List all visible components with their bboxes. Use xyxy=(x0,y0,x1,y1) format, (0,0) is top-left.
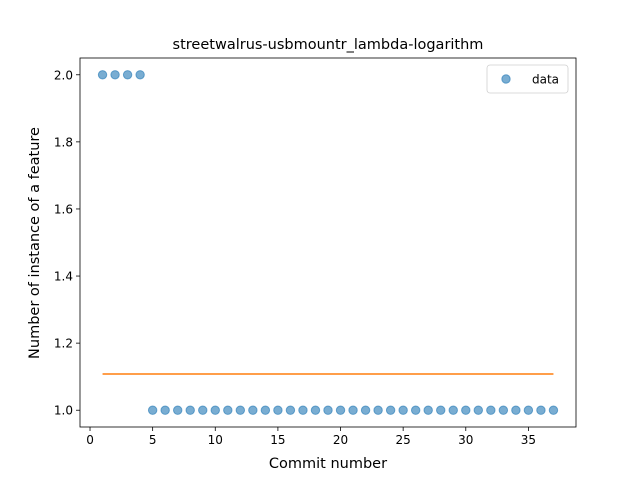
y-tick-label: 1.4 xyxy=(54,270,73,284)
data-point xyxy=(97,70,108,80)
data-point xyxy=(461,405,471,415)
y-tick-label: 1.6 xyxy=(54,202,73,216)
data-point xyxy=(398,405,408,415)
x-tick-label: 0 xyxy=(86,433,94,447)
chart-title: streetwalrus-usbmountr_lambda-logarithm xyxy=(173,37,484,53)
x-tick-label: 20 xyxy=(333,433,348,447)
data-point xyxy=(385,405,396,415)
legend: data xyxy=(486,64,569,94)
x-tick-label: 15 xyxy=(270,433,285,447)
data-point xyxy=(511,405,521,415)
data-point xyxy=(135,70,145,80)
data-point xyxy=(373,405,383,415)
data-point xyxy=(335,405,346,415)
y-axis-label: Number of instance of a feature xyxy=(27,127,43,359)
data-point xyxy=(486,405,496,415)
data-point xyxy=(448,405,458,415)
data-point xyxy=(360,405,371,415)
x-tick-label: 30 xyxy=(458,433,473,447)
data-point xyxy=(310,405,321,415)
data-point xyxy=(423,405,433,415)
data-point xyxy=(160,405,170,415)
data-point xyxy=(248,405,258,415)
data-point xyxy=(223,405,233,415)
data-point xyxy=(348,405,358,415)
y-tick-label: 2.0 xyxy=(54,68,73,82)
data-point xyxy=(473,405,483,415)
legend-box xyxy=(486,64,569,94)
data-point xyxy=(498,405,509,415)
data-point xyxy=(147,405,158,415)
y-tick-label: 1.2 xyxy=(54,337,73,351)
legend-marker xyxy=(501,74,511,84)
legend-label: data xyxy=(532,73,559,87)
data-point xyxy=(198,405,208,415)
axes-layer: 0 5 10 15 20 25 30 35 1.0 1.2 1.4 1.6 1.8 2.0 xyxy=(54,57,577,447)
axes-frame xyxy=(79,57,577,428)
data-point xyxy=(273,405,283,415)
x-tick-label: 35 xyxy=(521,433,536,447)
data-point xyxy=(110,70,120,80)
x-axis-label: Commit number xyxy=(269,456,387,472)
data-point xyxy=(122,70,133,80)
data-point xyxy=(210,405,220,415)
data-point xyxy=(173,405,183,415)
data-point xyxy=(285,405,296,415)
data-point xyxy=(436,405,446,415)
data-point xyxy=(298,405,308,415)
data-point xyxy=(185,405,195,415)
plot-layer xyxy=(97,70,559,415)
data-point xyxy=(235,405,246,415)
data-point xyxy=(523,405,534,415)
x-tick-label: 25 xyxy=(396,433,411,447)
x-tick-label: 5 xyxy=(149,433,157,447)
y-tick-label: 1.0 xyxy=(54,404,73,418)
data-point xyxy=(410,405,421,415)
data-point xyxy=(260,405,271,415)
x-tick-label: 10 xyxy=(208,433,223,447)
data-point xyxy=(536,405,546,415)
data-point xyxy=(323,405,333,415)
y-tick-label: 1.8 xyxy=(54,135,73,149)
data-point xyxy=(548,405,559,415)
